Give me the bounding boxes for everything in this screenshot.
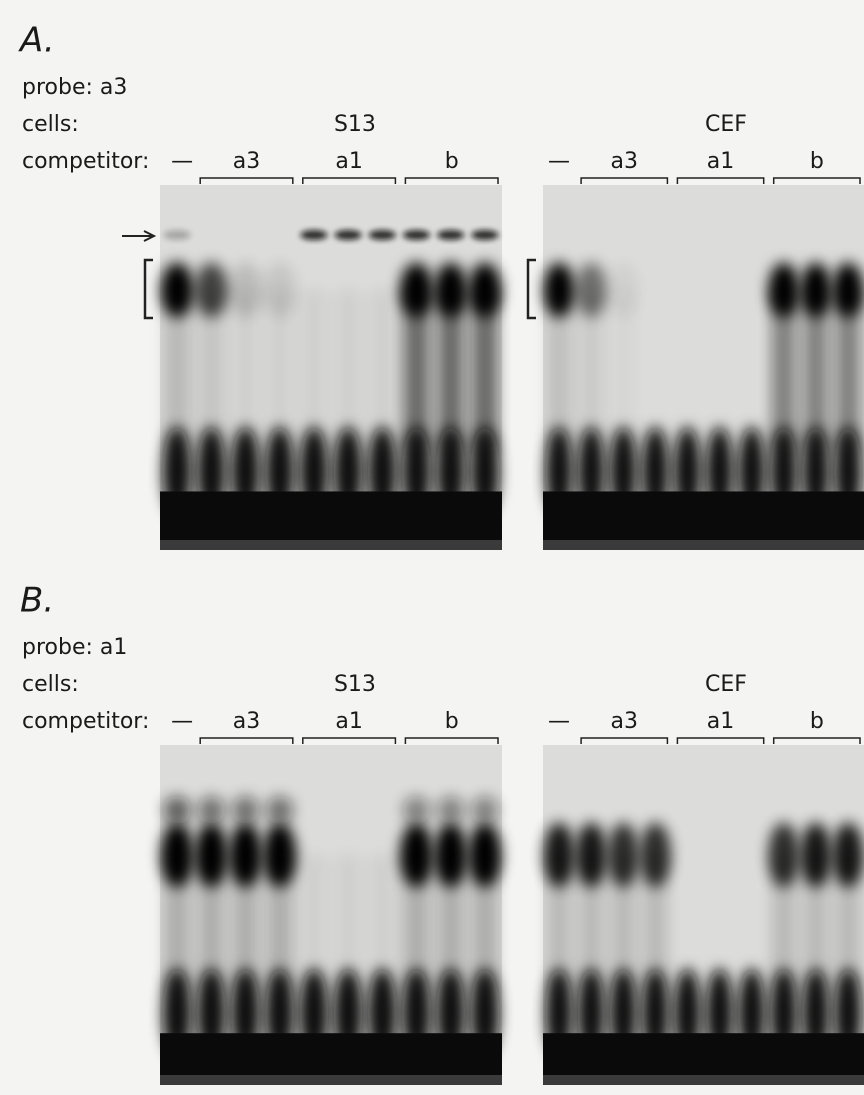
lane-bracket xyxy=(405,738,498,744)
upper-band xyxy=(198,796,225,824)
panel-label: B. xyxy=(20,581,54,621)
competitor-name: a3 xyxy=(611,709,638,734)
band xyxy=(544,823,575,888)
competitor-name: b xyxy=(810,149,824,174)
upper-band xyxy=(403,230,430,240)
lane-bracket xyxy=(303,178,396,184)
band xyxy=(263,263,296,318)
cells-name: S13 xyxy=(334,112,376,137)
lane-bracket xyxy=(303,738,396,744)
page: A. probe: a3 cells: competitor: S13 — a3 a1 b CEF… xyxy=(0,0,864,1095)
competitor-name: a3 xyxy=(611,149,638,174)
upper-band xyxy=(369,230,396,240)
free-probe-front xyxy=(160,491,502,540)
competitor-name: a1 xyxy=(707,709,734,734)
panel-label: A. xyxy=(18,21,55,61)
competitor-name: a3 xyxy=(233,709,260,734)
band xyxy=(833,823,864,888)
gel-bottom-edge xyxy=(160,1075,502,1085)
band xyxy=(434,823,467,888)
free-probe-front xyxy=(543,1033,864,1075)
lane-bracket xyxy=(200,738,293,744)
band xyxy=(400,263,433,318)
lane-bracket xyxy=(774,178,860,184)
band xyxy=(768,823,799,888)
upper-band xyxy=(334,230,361,240)
lane-bracket xyxy=(581,178,667,184)
competitor-name: a1 xyxy=(335,709,362,734)
complex-bracket xyxy=(528,260,536,318)
band xyxy=(229,823,262,888)
upper-band xyxy=(266,796,293,824)
probe-label: probe: a3 xyxy=(22,75,127,100)
competitor-name: a1 xyxy=(707,149,734,174)
lane-bracket xyxy=(581,738,667,744)
band xyxy=(434,263,467,318)
lane-bracket xyxy=(677,178,763,184)
gel xyxy=(543,745,864,1085)
band xyxy=(608,823,639,888)
band xyxy=(833,263,864,318)
upper-band xyxy=(471,796,498,824)
no-competitor: — xyxy=(171,709,193,734)
competitor-name: b xyxy=(810,709,824,734)
band xyxy=(161,263,194,318)
upper-band xyxy=(232,796,259,824)
band xyxy=(640,823,671,888)
upper-band xyxy=(437,230,464,240)
band xyxy=(195,823,228,888)
band xyxy=(400,823,433,888)
no-competitor: — xyxy=(548,709,570,734)
band xyxy=(576,263,607,318)
free-probe-front xyxy=(543,491,864,540)
competitor-name: b xyxy=(445,149,459,174)
band xyxy=(608,263,639,318)
gel-bottom-edge xyxy=(543,1075,864,1085)
upper-band xyxy=(437,796,464,824)
no-competitor: — xyxy=(171,149,193,174)
band xyxy=(161,823,194,888)
upper-band xyxy=(163,230,190,240)
band xyxy=(768,263,799,318)
complex-bracket xyxy=(145,260,153,318)
upper-band xyxy=(163,796,190,824)
band xyxy=(800,823,831,888)
band xyxy=(800,263,831,318)
band xyxy=(468,823,501,888)
cells-name: S13 xyxy=(334,672,376,697)
cells-label: cells: xyxy=(22,672,79,697)
lane-bracket xyxy=(774,738,860,744)
upper-band xyxy=(300,230,327,240)
upper-band xyxy=(471,230,498,240)
competitor-label: competitor: xyxy=(22,709,149,734)
band xyxy=(195,263,228,318)
figure: A. probe: a3 cells: competitor: S13 — a3 a1 b CEF… xyxy=(0,0,864,1095)
band xyxy=(544,263,575,318)
lane-bracket xyxy=(677,738,763,744)
band xyxy=(468,263,501,318)
cells-name: CEF xyxy=(705,112,747,137)
upper-band xyxy=(403,796,430,824)
gel-bottom-edge xyxy=(543,540,864,550)
band xyxy=(229,263,262,318)
lane-bracket xyxy=(405,178,498,184)
competitor-name: b xyxy=(445,709,459,734)
probe-label: probe: a1 xyxy=(22,635,127,660)
lane-bracket xyxy=(200,178,293,184)
gel xyxy=(543,185,864,550)
gel-bottom-edge xyxy=(160,540,502,550)
cells-label: cells: xyxy=(22,112,79,137)
band xyxy=(576,823,607,888)
gel xyxy=(160,185,502,550)
gel xyxy=(160,745,502,1085)
competitor-label: competitor: xyxy=(22,149,149,174)
arrow xyxy=(122,231,154,241)
competitor-name: a3 xyxy=(233,149,260,174)
cells-name: CEF xyxy=(705,672,747,697)
no-competitor: — xyxy=(548,149,570,174)
band xyxy=(263,823,296,888)
free-probe-front xyxy=(160,1033,502,1075)
competitor-name: a1 xyxy=(335,149,362,174)
